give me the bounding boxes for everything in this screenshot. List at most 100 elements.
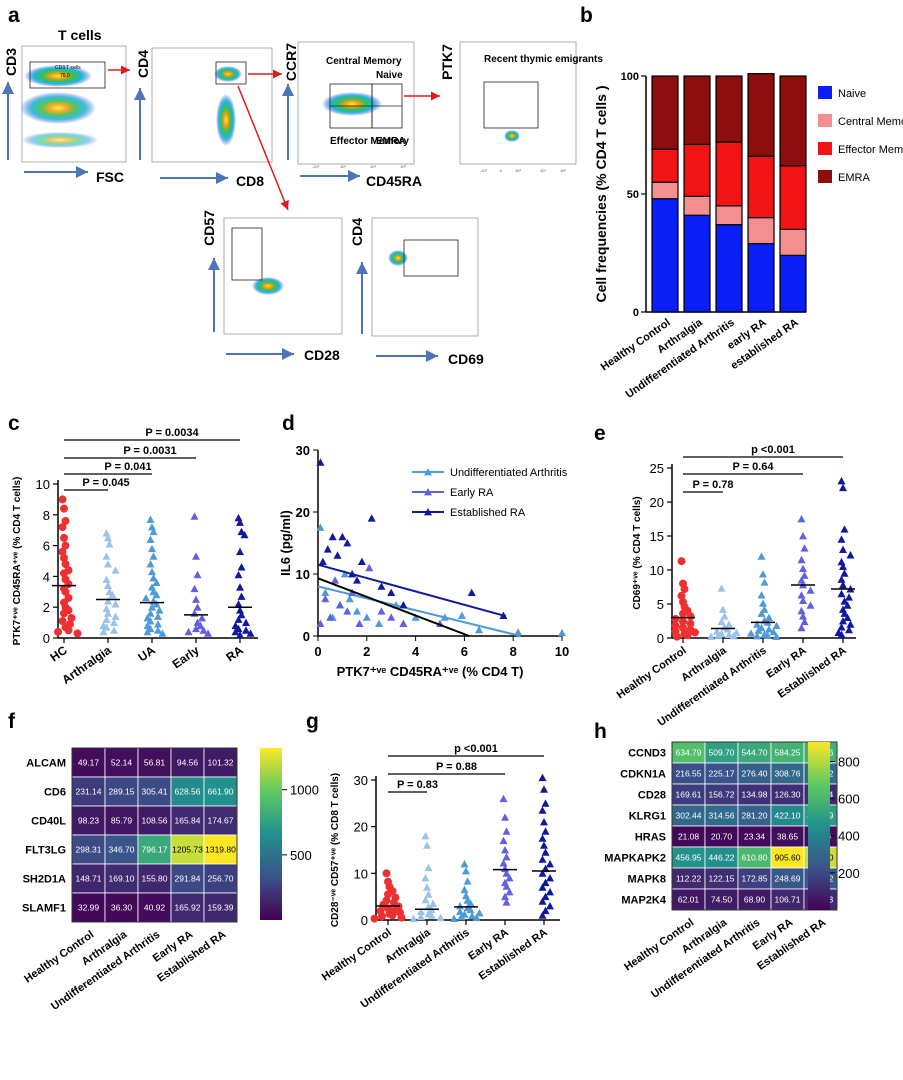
tick-label: 0 xyxy=(500,168,503,173)
data-point xyxy=(837,557,846,566)
heatmap-cell xyxy=(203,805,238,836)
data-point xyxy=(846,620,855,628)
data-point xyxy=(680,585,689,594)
heatmap-row-label: MAPK8 xyxy=(627,874,666,886)
data-point xyxy=(717,617,726,626)
x-tick-label: 10 xyxy=(555,644,569,659)
data-point xyxy=(60,569,68,578)
heatmap-value: 298.31 xyxy=(76,845,102,855)
y-tick-label: 10 xyxy=(36,477,50,492)
flow1-gate xyxy=(29,61,106,89)
flow1-xlabel: FSC xyxy=(96,169,124,185)
data-point xyxy=(837,589,846,598)
data-point xyxy=(328,532,337,541)
data-point xyxy=(541,892,550,901)
x-tick-label: 0 xyxy=(314,644,321,659)
data-point xyxy=(321,588,330,596)
data-point xyxy=(843,601,852,609)
data-point xyxy=(345,594,354,603)
flow3-q-naive: Naive xyxy=(376,70,403,81)
data-point xyxy=(104,581,112,590)
data-point xyxy=(421,874,430,882)
data-point xyxy=(333,551,342,559)
data-point xyxy=(353,576,362,584)
heatmap-value: 628.56 xyxy=(175,787,201,797)
data-point xyxy=(146,515,155,523)
heatmap-frame xyxy=(71,747,238,923)
data-point xyxy=(102,529,111,537)
heatmap-value: 56.81 xyxy=(144,758,166,768)
tick-label: -10³ xyxy=(312,164,320,169)
flow5-xlabel: CD28 xyxy=(304,347,340,363)
data-point xyxy=(382,869,391,878)
heatmap-value: 302.44 xyxy=(676,811,702,821)
y-tick-label: 0 xyxy=(633,307,639,319)
flow4-ylabel: PTK7 xyxy=(439,44,455,80)
y-tick-label: 25 xyxy=(650,461,664,476)
heatmap-value: 74.50 xyxy=(711,895,733,905)
y-tick-label: 20 xyxy=(354,820,368,835)
heatmap-cell xyxy=(170,863,205,894)
flow1-gate-name: CD3 T cells xyxy=(55,65,81,71)
data-point xyxy=(417,907,425,915)
x-tick-label: Established RA xyxy=(776,645,849,701)
data-point xyxy=(61,560,70,569)
flow-plot-cd4-cd8: CD4 CD8 xyxy=(134,47,273,189)
data-point xyxy=(61,541,70,550)
y-axis-label: IL6 (pg/ml) xyxy=(278,510,293,576)
heatmap-value: 126.30 xyxy=(775,790,801,800)
data-point xyxy=(155,606,164,614)
heatmap-row-label: MAP2K4 xyxy=(621,895,667,907)
flow-plot-cd57-cd28: CD57 CD28 xyxy=(201,210,343,363)
data-point xyxy=(691,628,699,637)
heatmap-row-label: CD6 xyxy=(44,787,66,799)
data-point xyxy=(323,545,332,553)
heatmap-row-label: SLAMF1 xyxy=(22,903,66,915)
data-point xyxy=(837,623,846,631)
colorbar-tick-label: 1000 xyxy=(290,783,319,798)
data-point xyxy=(797,623,806,632)
heatmap-value: 509.70 xyxy=(709,748,735,758)
data-point xyxy=(800,571,809,579)
p-value-label: p <0.001 xyxy=(454,743,498,755)
data-point xyxy=(148,544,156,553)
data-point xyxy=(541,878,550,887)
x-tick-label: UA xyxy=(135,643,158,665)
data-point xyxy=(757,552,766,560)
y-tick-label: 10 xyxy=(650,563,664,578)
heatmap-value: 256.70 xyxy=(208,874,234,884)
heatmap-value: 314.56 xyxy=(709,811,735,821)
heatmap-value: 216.55 xyxy=(676,769,702,779)
data-point xyxy=(679,609,687,618)
data-point xyxy=(541,906,550,915)
heatmap-value: 225.17 xyxy=(709,769,735,779)
data-point xyxy=(204,629,212,637)
legend-swatch xyxy=(818,114,832,127)
heatmap-value: 112.22 xyxy=(676,874,702,884)
data-point xyxy=(60,504,68,513)
data-point xyxy=(725,630,733,638)
heatmap-row-label: MAPKAPK2 xyxy=(604,853,666,865)
bar-segment xyxy=(779,254,807,313)
heatmap-value: 159.39 xyxy=(208,903,234,913)
data-point xyxy=(421,895,430,904)
data-point xyxy=(683,631,692,640)
bar-segment xyxy=(779,228,807,256)
data-point xyxy=(546,902,554,910)
heatmap-cell xyxy=(203,863,238,894)
data-point xyxy=(546,860,554,868)
heatmap-row-label: SH2D1A xyxy=(23,874,66,886)
heatmap-value: 148.71 xyxy=(76,874,102,884)
flow1-density-lower xyxy=(20,92,96,124)
p-value-label: P = 0.88 xyxy=(436,761,477,773)
data-point xyxy=(104,609,112,617)
legend-marker xyxy=(424,488,432,496)
data-point xyxy=(64,626,73,635)
y-tick-label: 0 xyxy=(657,631,664,646)
data-point xyxy=(397,913,406,922)
heatmap-cell xyxy=(203,747,238,778)
data-point xyxy=(502,827,511,835)
data-point xyxy=(747,629,755,637)
heatmap-value: 172.85 xyxy=(742,874,768,884)
data-point xyxy=(105,540,114,548)
